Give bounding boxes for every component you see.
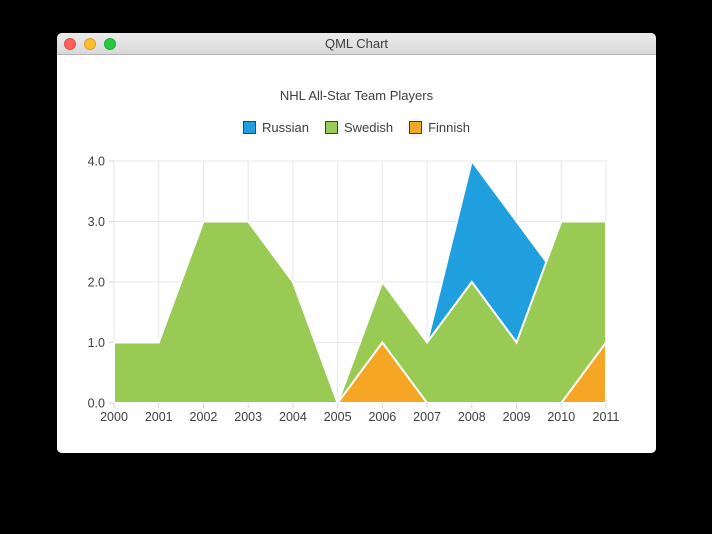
minimize-button-icon[interactable] bbox=[84, 37, 96, 50]
legend-label-russian: Russian bbox=[261, 120, 309, 135]
legend-marker-swedish-icon bbox=[324, 121, 338, 134]
x-axis-label: 2004 bbox=[279, 410, 307, 424]
y-axis-label: 0.0 bbox=[88, 397, 105, 411]
y-axis-label: 3.0 bbox=[88, 215, 105, 229]
window-title: QML Chart bbox=[324, 36, 389, 51]
legend-label-finnish: Finnish bbox=[428, 120, 471, 135]
chart-title: NHL All-Star Team Players bbox=[279, 88, 434, 103]
y-axis-label: 1.0 bbox=[88, 336, 105, 350]
chart-legend: Russian Swedish Finnish bbox=[57, 120, 656, 135]
x-axis-label: 2005 bbox=[324, 410, 352, 424]
legend-marker-finnish-icon bbox=[409, 121, 423, 134]
x-axis-label: 2011 bbox=[593, 410, 620, 424]
qml-chart-window: QML Chart NHL All-Star Team Players Russ… bbox=[57, 33, 656, 453]
legend-item-russian: Russian bbox=[242, 120, 309, 135]
x-axis-label: 2009 bbox=[503, 410, 531, 424]
x-axis-label: 2001 bbox=[145, 410, 173, 424]
x-axis-label: 2008 bbox=[458, 410, 486, 424]
x-axis-label: 2003 bbox=[234, 410, 262, 424]
x-axis-label: 2002 bbox=[190, 410, 218, 424]
legend-marker-russian-icon bbox=[242, 121, 256, 134]
zoom-button-icon[interactable] bbox=[104, 37, 116, 50]
x-axis-label: 2006 bbox=[368, 410, 396, 424]
legend-item-finnish: Finnish bbox=[409, 120, 470, 135]
chart-view: NHL All-Star Team Players Russian Swedis… bbox=[57, 55, 656, 453]
x-axis-label: 2000 bbox=[100, 410, 128, 424]
y-axis-label: 4.0 bbox=[88, 155, 105, 169]
area-chart-plot: 2000 2001 2002 2003 2004 2005 2006 2007 2008 2009… bbox=[88, 155, 620, 425]
area-series-finnish bbox=[114, 339, 607, 404]
traffic-lights bbox=[57, 37, 116, 50]
y-axis-label: 2.0 bbox=[88, 276, 105, 290]
legend-item-swedish: Swedish bbox=[324, 120, 394, 135]
window-titlebar[interactable]: QML Chart bbox=[57, 33, 656, 55]
x-axis-label: 2010 bbox=[547, 410, 575, 424]
close-button-icon[interactable] bbox=[64, 37, 76, 50]
x-axis-label: 2007 bbox=[413, 410, 441, 424]
legend-label-swedish: Swedish bbox=[343, 120, 394, 135]
